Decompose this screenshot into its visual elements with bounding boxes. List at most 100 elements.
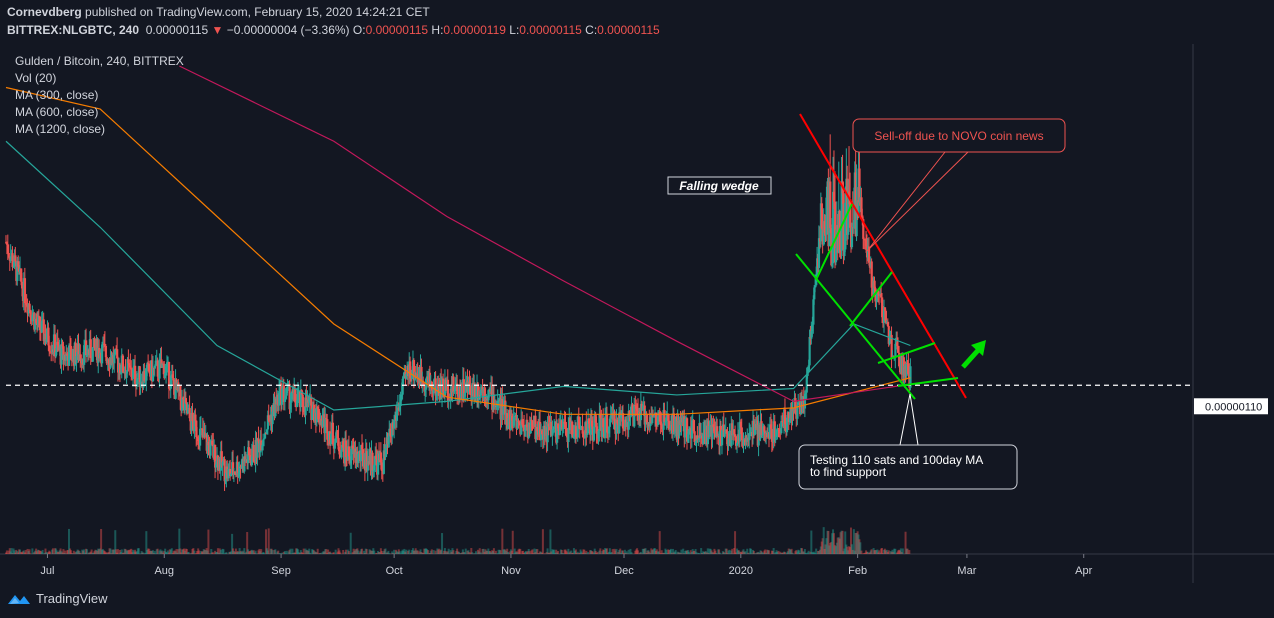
candle — [536, 421, 539, 441]
legend-ma600[interactable]: MA (600, close) — [15, 105, 99, 119]
volume-bar — [28, 549, 31, 554]
volume-bar — [86, 553, 89, 554]
volume-bar — [174, 551, 177, 554]
volume-bar — [470, 548, 473, 554]
volume-bar — [446, 551, 449, 554]
candle-body — [562, 421, 565, 428]
volume-bar — [52, 548, 55, 554]
volume-bar — [307, 550, 310, 554]
volume-bar — [587, 552, 590, 554]
volume-bar — [361, 548, 364, 554]
volume-bar — [261, 553, 264, 554]
legend-ma300[interactable]: MA (300, close) — [15, 88, 99, 102]
candle-body — [442, 378, 445, 392]
author-name[interactable]: Cornevdberg — [7, 5, 82, 19]
candle-body — [400, 394, 403, 396]
volume-bar — [403, 548, 406, 554]
candle-body — [379, 452, 383, 463]
volume-bar — [225, 552, 228, 554]
volume-bar — [730, 550, 733, 554]
volume-bar — [84, 552, 87, 554]
volume-bar — [775, 550, 778, 554]
volume-bar — [503, 549, 506, 554]
volume-bar — [467, 550, 470, 554]
volume-bar — [683, 553, 686, 554]
candle-body — [843, 249, 846, 257]
candle-body — [602, 418, 605, 428]
volume-bar — [287, 551, 290, 554]
volume-bar — [196, 551, 199, 554]
candle-body — [643, 405, 646, 425]
volume-bar — [883, 549, 886, 554]
volume-bar — [329, 552, 332, 554]
volume-bar — [819, 546, 822, 554]
volume-bar — [845, 544, 848, 554]
legend-ma1200[interactable]: MA (1200, close) — [15, 122, 106, 136]
candle-body — [731, 423, 734, 436]
wedge-bounce-line-2 — [849, 271, 893, 327]
time-tick-label: Mar — [957, 565, 976, 577]
candle — [103, 331, 107, 348]
volume-bar — [198, 550, 201, 554]
candle-body — [668, 420, 671, 430]
candle — [262, 433, 265, 451]
candle — [849, 172, 852, 232]
candle-body — [361, 449, 365, 467]
candle-body — [810, 331, 813, 339]
legend-vol[interactable]: Vol (20) — [15, 71, 57, 85]
volume-bar — [64, 550, 67, 554]
volume-bar — [181, 549, 184, 554]
candle — [550, 416, 553, 437]
candle — [590, 410, 594, 430]
support-callout-box — [798, 444, 1018, 490]
candle-body — [629, 415, 632, 418]
volume-bar — [648, 551, 651, 554]
candle-body — [771, 441, 774, 443]
candle — [227, 463, 230, 482]
candle — [883, 299, 886, 333]
volume-bar — [546, 548, 549, 554]
candlesticks[interactable] — [5, 126, 912, 492]
volume-bar — [46, 553, 49, 554]
volume-bar — [733, 548, 736, 554]
volume-bar — [525, 552, 528, 554]
volume-bar — [636, 550, 639, 554]
footer — [0, 583, 1274, 618]
volume-bar — [619, 548, 622, 554]
open-value: 0.00000115 — [365, 23, 429, 37]
candle-body — [556, 424, 560, 429]
candle-body — [848, 191, 851, 200]
candle-body — [633, 405, 636, 427]
volume-bar — [568, 552, 571, 554]
candle-body — [530, 419, 533, 421]
volume-bar — [376, 553, 379, 554]
candle-body — [244, 456, 247, 462]
candle — [576, 415, 579, 442]
volume-bar — [251, 550, 254, 554]
tradingview-brand[interactable]: TradingView — [7, 591, 108, 606]
volume-bar — [900, 552, 903, 554]
price-axis[interactable]: 0.000002600.000002400.000002200.00000200… — [1193, 44, 1268, 415]
time-axis[interactable]: Jul Aug Sep Oct Nov Dec 2020 Feb Mar Apr — [40, 554, 1093, 577]
volume-bar — [832, 533, 835, 554]
candle-body — [238, 466, 241, 473]
candle — [564, 411, 567, 436]
volume-bar — [34, 550, 37, 554]
candle — [134, 354, 137, 387]
candle-body — [311, 409, 314, 420]
candle — [113, 349, 116, 373]
candle-body — [604, 416, 607, 438]
candle-body — [296, 400, 299, 408]
candle-body — [436, 384, 439, 394]
volume-bar — [901, 548, 904, 554]
candle-body — [607, 426, 611, 434]
candle-body — [516, 421, 519, 429]
candle-body — [9, 256, 12, 261]
candle — [236, 455, 239, 484]
volume-bar — [360, 549, 363, 554]
volume-bar — [701, 552, 704, 554]
candle-body — [28, 303, 31, 310]
candle-body — [855, 200, 858, 237]
